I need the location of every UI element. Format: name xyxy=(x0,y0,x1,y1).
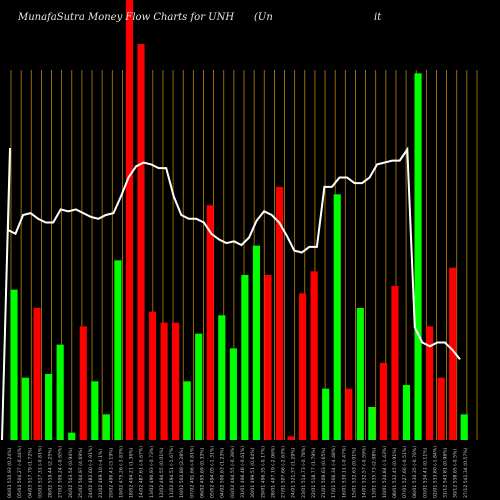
flow-bar xyxy=(33,308,41,440)
x-tick-label: 28/01 497.19 (-2.06%) xyxy=(270,446,276,498)
flow-bar xyxy=(368,407,376,440)
x-tick-label: 13/02 490.93 (-0.73%) xyxy=(149,446,155,498)
x-tick-label: 02/01 533.80 (-1.84%) xyxy=(433,446,439,498)
x-tick-label: 04/02 500.63 (1.23%) xyxy=(220,447,226,498)
x-tick-label: 15/01 532.63 (0.01%) xyxy=(351,447,357,498)
x-tick-label: 10/02 502.89 (2.28%) xyxy=(179,447,185,498)
flow-bar xyxy=(345,388,353,440)
x-tick-label: 04/03 517.79 (1.72%) xyxy=(27,447,33,498)
x-tick-label: 05/03 504.27 (-0.44%) xyxy=(17,446,23,498)
flow-bar xyxy=(206,205,214,440)
flow-bar xyxy=(426,326,434,440)
volume-bars xyxy=(10,0,468,440)
flow-bar xyxy=(241,275,249,440)
x-tick-label: 03/01 534.41 (0.11%) xyxy=(422,447,428,498)
price-line xyxy=(1,146,461,441)
x-tick-label: 19/02 475.26 (-3.83%) xyxy=(118,446,124,498)
x-tick-label: 31/12 543.81 (0.96%) xyxy=(443,447,449,498)
x-tick-label: 22/01 518.77 (1.79%) xyxy=(311,447,317,498)
x-tick-label: 30/01 499.51 (0.64%) xyxy=(250,447,256,498)
x-tick-label: 12/02 494.55 (0.01%) xyxy=(159,447,165,498)
x-tick-label: 23/01 514.73 (-0.78%) xyxy=(301,446,307,498)
flow-bar xyxy=(79,326,87,440)
flow-bar xyxy=(148,311,157,440)
x-tick-label: 05/02 494.05 (-1.31%) xyxy=(210,446,216,498)
x-tick-label: 06/02 495.69 (0.33%) xyxy=(200,447,206,498)
x-tick-label: 17/01 506.34 (-4.48%) xyxy=(331,446,337,498)
flow-bar xyxy=(45,374,53,440)
flow-bar xyxy=(68,432,76,440)
chart-title: MunafaSutra Money Flow Charts for UNH xyxy=(17,12,234,23)
flow-bar xyxy=(252,245,261,440)
x-tick-label: 27/01 507.66 (-2.63%) xyxy=(281,446,287,498)
x-tick-label: 11/02 494.51 (-1.67%) xyxy=(169,446,175,498)
flow-bar xyxy=(218,315,226,440)
flow-bar xyxy=(195,333,203,440)
flow-bar xyxy=(183,381,191,440)
flow-bar xyxy=(229,348,237,440)
x-tick-label: 03/02 494.55 (-0.39%) xyxy=(230,446,236,498)
flow-bar xyxy=(322,388,330,440)
flow-bar xyxy=(333,194,341,440)
x-tick-label: 29/01 496.35 (-0.17%) xyxy=(260,446,266,498)
flow-bar xyxy=(10,289,18,440)
x-tick-label: 21/02 469.10 (-4.1%) xyxy=(98,449,104,498)
flow-bar xyxy=(56,344,64,440)
flow-bar xyxy=(299,293,307,440)
flow-bar xyxy=(460,414,468,440)
flow-bar xyxy=(402,385,411,440)
x-tick-label: 25/02 504.97 (4.69%) xyxy=(78,447,84,498)
flow-bar xyxy=(102,414,110,440)
x-tick-labels: 06/03 510.93 (0.24%) 05/03 504.27 (-0.44%… xyxy=(7,446,469,498)
chart-title-right: (Un xyxy=(254,12,273,23)
x-tick-label: 06/01 530.35 (-0.76%) xyxy=(412,446,418,498)
x-tick-label: 24/02 482.60 (-3.91%) xyxy=(88,446,94,498)
x-tick-label: 28/02 519.44 (2.25%) xyxy=(48,447,54,498)
flow-bar xyxy=(437,377,445,440)
flow-bar xyxy=(137,44,145,440)
x-tick-label: 06/03 510.93 (0.24%) xyxy=(7,447,13,498)
x-tick-label: 08/01 532.45 (0.91%) xyxy=(392,447,398,498)
flow-bar xyxy=(310,271,318,440)
flow-bar xyxy=(172,322,180,440)
x-tick-label: 14/01 532.57 (-0.59%) xyxy=(362,446,368,498)
flow-bar xyxy=(114,260,122,440)
x-tick-label: 03/03 517.31 (-0.81%) xyxy=(37,446,43,498)
x-tick-label: 10/01 524.84 (-1.43%) xyxy=(382,446,388,498)
x-tick-label: 16/01 530.11 (-0.47%) xyxy=(341,446,347,498)
chart-title-far-right: it xyxy=(374,12,382,23)
x-tick-label: 14/02 487.61 (-0.67%) xyxy=(139,446,145,498)
x-tick-label: 26/02 503.54 (0.94%) xyxy=(68,447,74,498)
flow-bar xyxy=(91,381,99,440)
price-line-group xyxy=(1,146,461,441)
x-tick-label: 31/01 496.48 (-0.61%) xyxy=(240,446,246,498)
flow-bar xyxy=(379,363,387,440)
x-tick-label: 18/02 494.21 (1.36%) xyxy=(129,447,135,498)
flow-bar xyxy=(391,286,399,440)
x-tick-label: 13/01 535.73 (2.08%) xyxy=(372,447,378,498)
x-tick-label: 20/02 490.43 (3.19%) xyxy=(108,447,114,498)
flow-bar xyxy=(160,322,168,440)
flow-bar xyxy=(449,267,457,440)
x-tick-label: 24/01 521.37 (1.29%) xyxy=(291,447,297,498)
x-tick-label: 27/12 541.34 (0.57%) xyxy=(463,447,469,498)
flow-bar xyxy=(414,73,422,440)
flow-bar xyxy=(287,436,295,440)
flow-bar xyxy=(275,187,284,440)
flow-bar xyxy=(356,308,364,440)
x-tick-label: 07/01 527.66 (-0.51%) xyxy=(402,446,408,498)
flow-bar xyxy=(264,275,272,440)
x-tick-label: 30/12 538.65 (-0.5%) xyxy=(453,449,459,498)
x-tick-label: 21/01 509.63 (0.65%) xyxy=(321,447,327,498)
flow-bar xyxy=(21,377,30,440)
x-tick-label: 07/02 491.66 (-0.81%) xyxy=(189,446,195,498)
x-tick-label: 27/02 509.24 (-0.65%) xyxy=(58,446,64,498)
flow-bar xyxy=(125,0,134,440)
